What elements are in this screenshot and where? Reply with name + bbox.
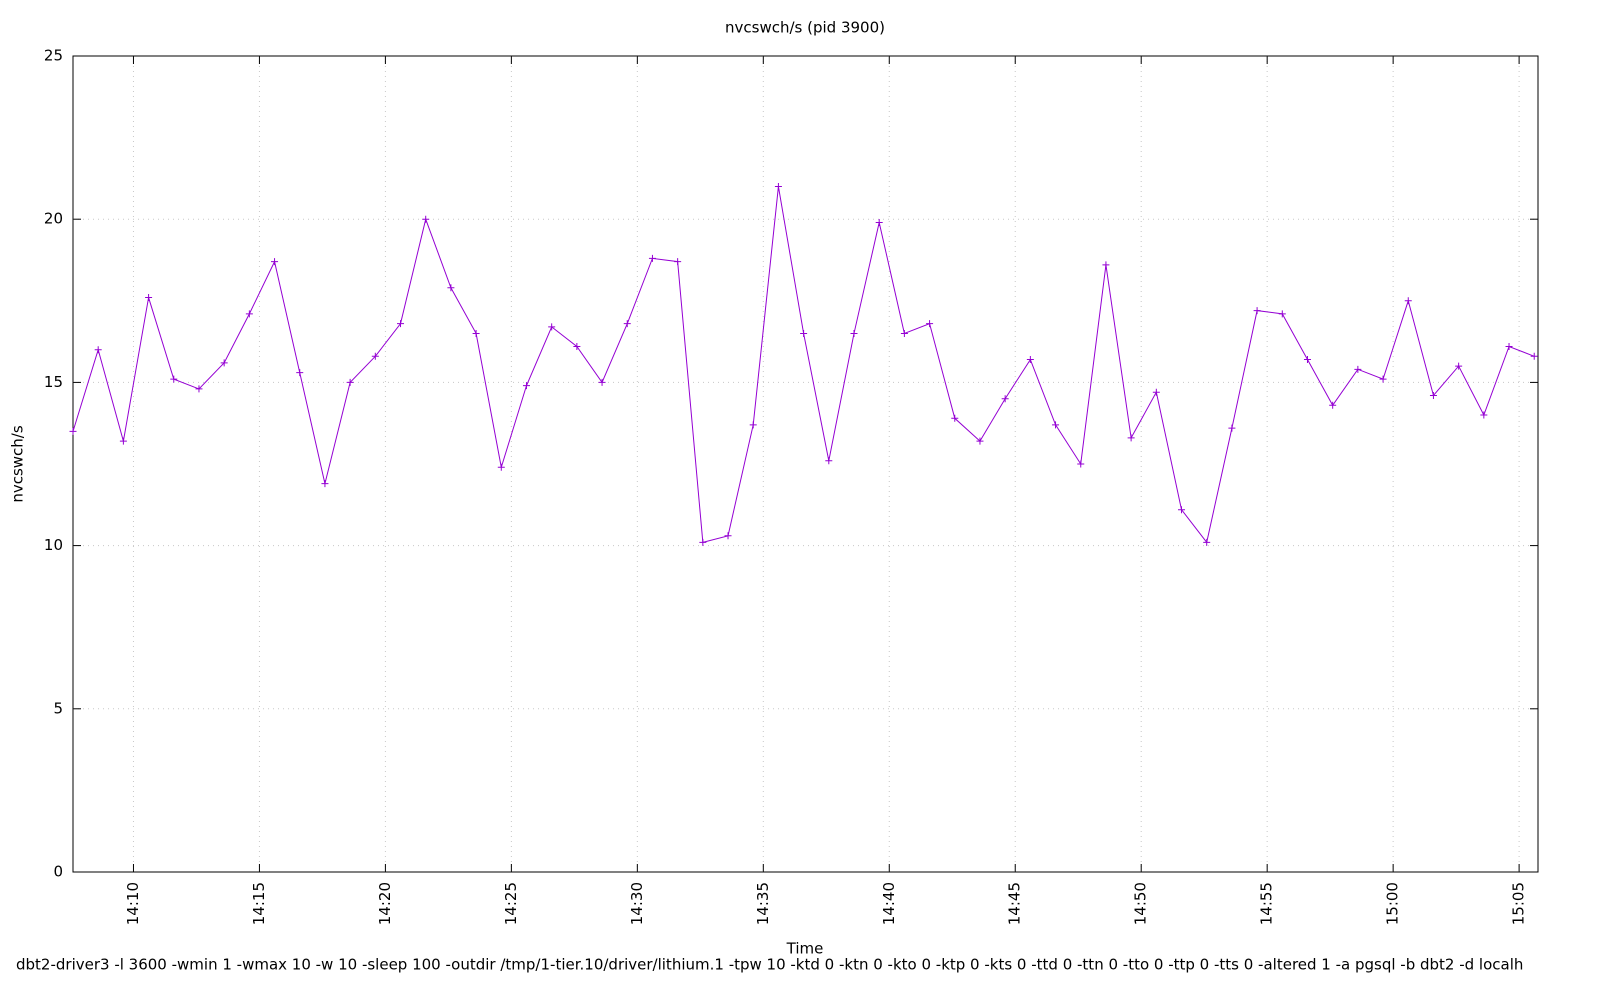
data-point [749,421,757,429]
data-point [1404,297,1412,305]
x-tick-label: 14:50 [1132,882,1150,925]
data-point [1127,434,1135,442]
data-point [1455,362,1463,370]
data-point [447,284,455,292]
y-axis-label: nvcswch/s [9,425,27,503]
x-tick-label: 14:20 [376,882,394,925]
data-point [1379,375,1387,383]
x-tick-label: 15:05 [1510,882,1528,925]
data-point [1152,388,1160,396]
data-point [170,375,178,383]
y-tick-label: 10 [44,536,63,554]
x-tick-label: 14:55 [1258,882,1276,925]
data-point [1052,421,1060,429]
data-point [573,342,581,350]
data-point [296,369,304,377]
data-point [321,480,329,488]
data-point [825,457,833,465]
y-tick-label: 15 [44,373,63,391]
data-point [1278,310,1286,318]
data-line [72,186,1535,544]
y-tick-label: 0 [53,863,63,881]
footer: dbt2-driver3 -l 3600 -wmin 1 -wmax 10 -w… [16,956,1523,974]
data-point [1178,506,1186,514]
data-point [422,215,430,223]
data-point [976,437,984,445]
y-tick-label: 20 [44,210,63,228]
data-point [1253,307,1261,315]
data-point [623,320,631,328]
data-point [800,329,808,337]
data-point [1329,401,1337,409]
data-point [1354,365,1362,373]
x-tick-label: 14:25 [502,882,520,925]
data-point [522,382,530,390]
data-point [94,346,102,354]
data-point [598,378,606,386]
x-tick-label: 14:45 [1006,882,1024,925]
y-tick-label: 25 [44,47,63,65]
chart-title: nvcswch/s (pid 3900) [725,19,885,37]
y-tick-label: 5 [53,699,63,717]
data-point [648,254,656,262]
data-point [69,427,77,435]
data-point [245,310,253,318]
data-point [875,218,883,226]
data-point [371,352,379,360]
x-tick-label: 14:35 [754,882,772,925]
data-point [1303,356,1311,364]
data-point [674,258,682,266]
x-axis-label: Time [786,940,824,958]
data-point [1001,395,1009,403]
data-point [1102,261,1110,269]
data-point [1530,352,1538,360]
data-point [1429,391,1437,399]
x-tick-label: 15:00 [1384,882,1402,925]
data-point [1203,538,1211,546]
data-point [1077,460,1085,468]
data-point [774,183,782,191]
data-point [497,463,505,471]
x-tick-label: 14:15 [250,882,268,925]
data-point [926,320,934,328]
data-point [699,538,707,546]
data-point [1228,424,1236,432]
data-point [548,323,556,331]
data-point [145,294,153,302]
data-point [195,385,203,393]
plot-frame [72,55,1539,873]
data-point [472,329,480,337]
data-point [220,359,228,367]
data-point [1505,342,1513,350]
data-point [1026,356,1034,364]
data-point [724,532,732,540]
data-point [850,329,858,337]
x-tick-label: 14:10 [124,882,142,925]
data-point [346,378,354,386]
data-point [1480,411,1488,419]
x-tick-label: 14:40 [880,882,898,925]
x-tick-label: 14:30 [628,882,646,925]
data-point [900,329,908,337]
data-point [271,258,279,266]
data-point [397,320,405,328]
data-point [951,414,959,422]
data-point [119,437,127,445]
